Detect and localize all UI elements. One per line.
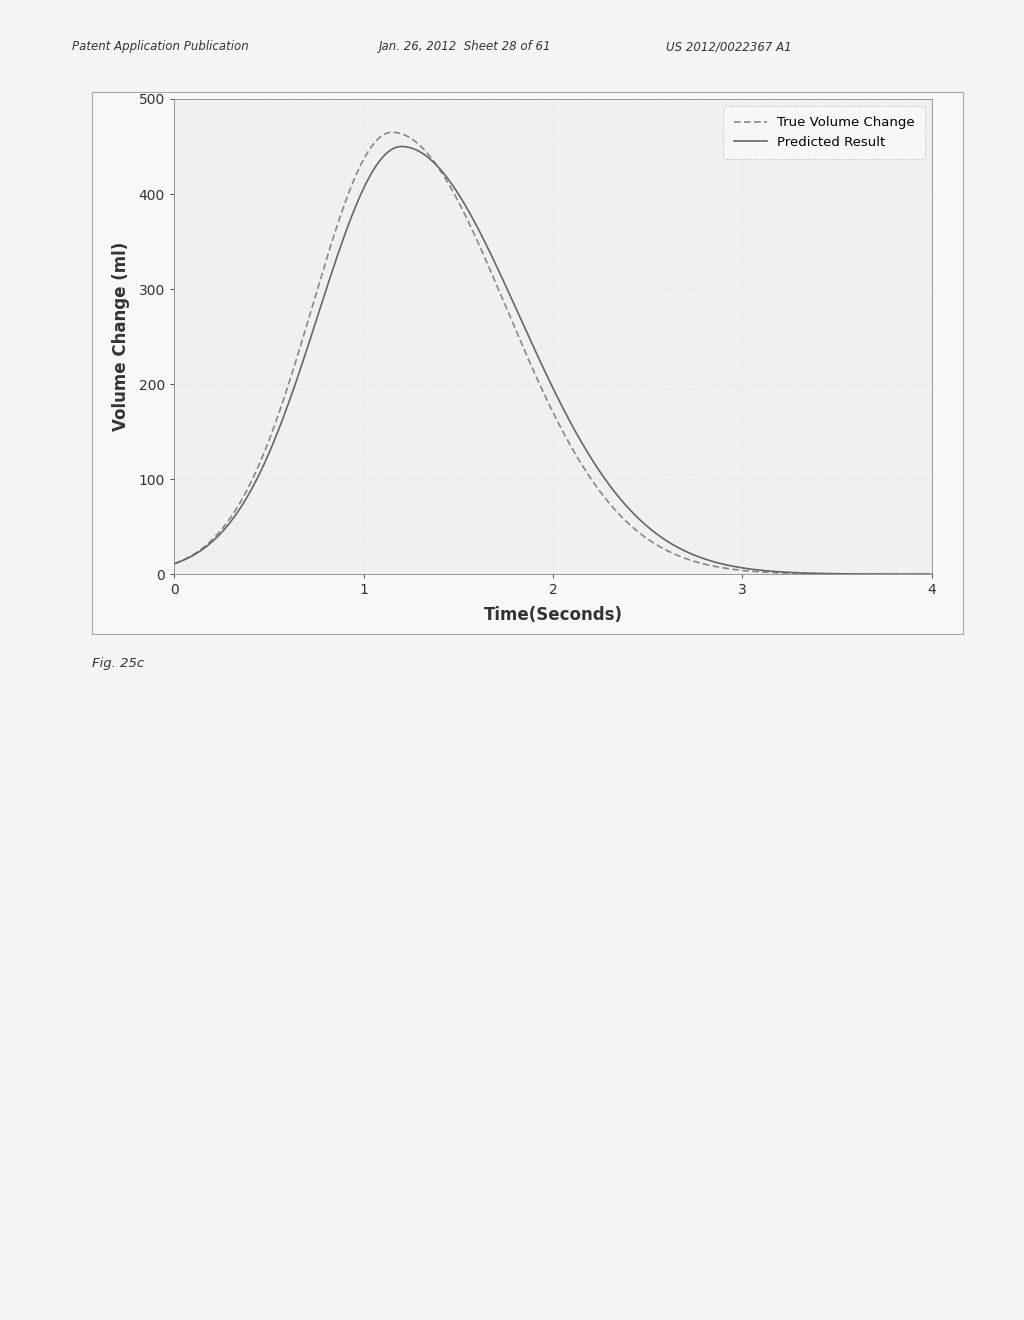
Line: Predicted Result: Predicted Result: [174, 147, 932, 574]
Predicted Result: [911, 566, 924, 582]
Y-axis label: Volume Change (ml): Volume Change (ml): [113, 242, 130, 432]
Predicted Result: [926, 566, 938, 582]
Predicted Result: [299, 346, 311, 362]
True Volume Change: [911, 566, 924, 582]
Predicted Result: [395, 139, 408, 154]
True Volume Change: [386, 124, 398, 140]
Predicted Result: [254, 463, 266, 479]
Text: US 2012/0022367 A1: US 2012/0022367 A1: [666, 40, 792, 53]
True Volume Change: [829, 566, 842, 582]
Legend: True Volume Change, Predicted Result: True Volume Change, Predicted Result: [723, 106, 926, 160]
Text: Jan. 26, 2012  Sheet 28 of 61: Jan. 26, 2012 Sheet 28 of 61: [379, 40, 551, 53]
True Volume Change: [492, 280, 504, 296]
X-axis label: Time(Seconds): Time(Seconds): [483, 606, 623, 623]
Predicted Result: [168, 556, 180, 572]
True Volume Change: [254, 453, 266, 469]
Text: Fig. 25c: Fig. 25c: [92, 656, 144, 669]
True Volume Change: [168, 556, 180, 572]
True Volume Change: [299, 322, 311, 338]
Text: Patent Application Publication: Patent Application Publication: [72, 40, 249, 53]
Predicted Result: [492, 261, 504, 277]
True Volume Change: [926, 566, 938, 582]
Predicted Result: [459, 197, 471, 213]
True Volume Change: [459, 207, 471, 223]
Predicted Result: [829, 566, 842, 582]
Line: True Volume Change: True Volume Change: [174, 132, 932, 574]
